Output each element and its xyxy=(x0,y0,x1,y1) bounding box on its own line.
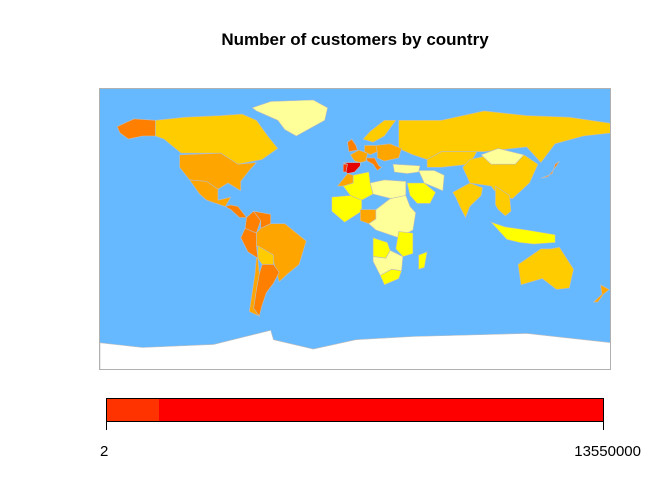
country-se-asia xyxy=(495,185,512,217)
country-india xyxy=(452,182,483,219)
country-russia xyxy=(398,110,610,164)
country-east-africa xyxy=(395,231,414,257)
country-australia xyxy=(517,246,574,290)
country-mexico xyxy=(188,179,232,207)
country-eastern-europe xyxy=(375,143,402,162)
color-scale-legend xyxy=(106,398,604,422)
country-chile xyxy=(248,257,261,317)
country-alaska xyxy=(116,118,156,140)
country-france xyxy=(349,149,368,163)
legend-tick-max xyxy=(603,422,604,430)
legend-segment-2 xyxy=(158,399,603,421)
country-japan xyxy=(540,160,560,179)
country-colombia xyxy=(244,210,262,234)
country-southern-africa xyxy=(372,250,404,276)
country-italy xyxy=(365,157,383,171)
country-madagascar xyxy=(418,251,428,270)
world-map xyxy=(99,88,611,370)
country-spain xyxy=(343,162,361,174)
country-saudi-arabia xyxy=(406,182,436,204)
map-canvas xyxy=(100,89,610,369)
map-title: Number of customers by country xyxy=(221,30,489,49)
country-brazil xyxy=(256,223,307,283)
legend-segment-1 xyxy=(107,399,159,421)
country-united-kingdom xyxy=(347,138,358,153)
legend-min-label: 2 xyxy=(100,443,109,460)
country-germany xyxy=(364,145,378,156)
legend-tick-min xyxy=(106,422,107,430)
country-scandinavia xyxy=(362,119,397,143)
country-canada xyxy=(155,113,279,165)
country-indonesia xyxy=(490,221,556,245)
country-greenland xyxy=(251,99,328,137)
country-central-africa xyxy=(368,195,417,239)
legend-max-label: 13550000 xyxy=(574,443,641,460)
country-turkey xyxy=(392,163,421,174)
country-antarctica xyxy=(100,329,610,369)
country-china xyxy=(462,154,539,200)
country-new-zealand xyxy=(592,284,610,303)
country-mongolia xyxy=(480,148,525,165)
